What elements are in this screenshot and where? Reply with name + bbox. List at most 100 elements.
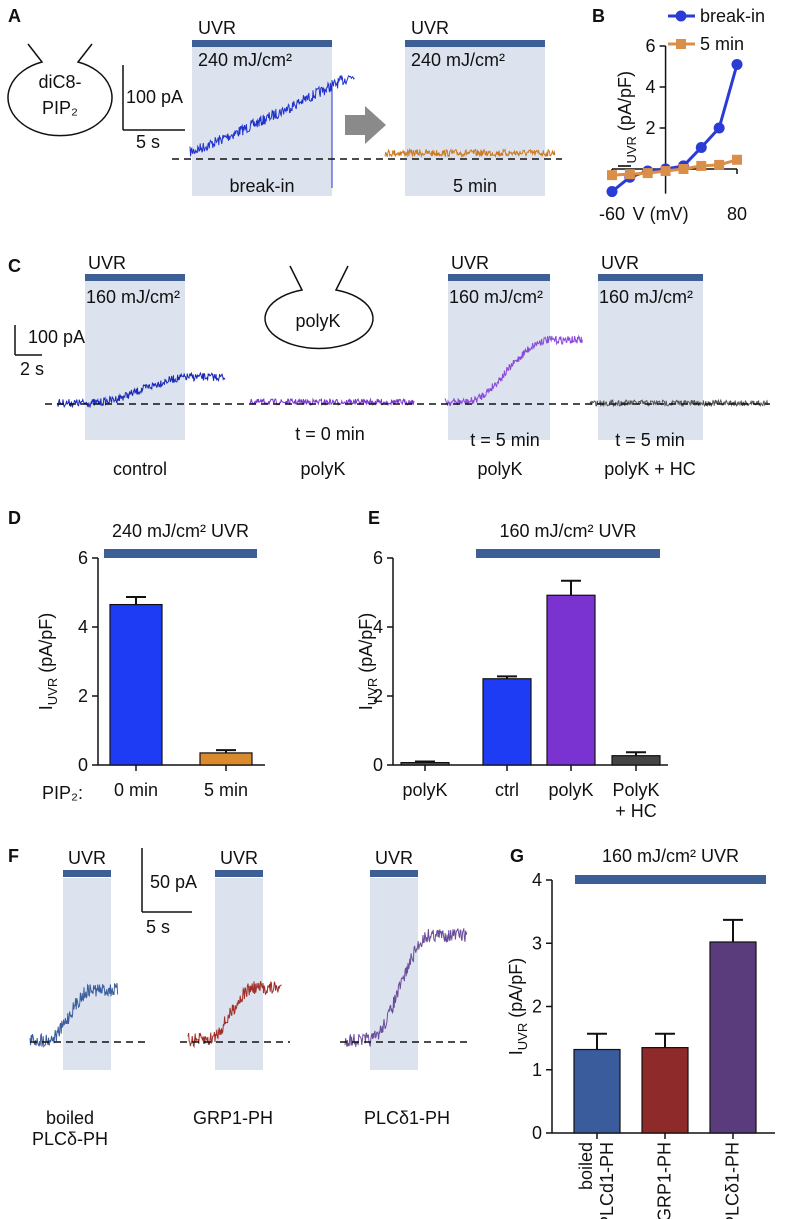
trace-label: 5 min (453, 176, 497, 196)
x-tick-label: polyK (402, 780, 448, 800)
panel-label: A (8, 6, 21, 26)
marker (695, 141, 707, 153)
current-trace (384, 147, 556, 159)
current-trace (29, 982, 119, 1049)
annotation: 160 mJ/cm² UVR (499, 521, 636, 541)
bar (400, 761, 450, 766)
trace-label: break-in (229, 176, 294, 196)
marker (660, 166, 671, 177)
current-trace (189, 74, 355, 157)
x-tick-label: 0 min (113, 780, 159, 800)
y-label-unit: (pA/pF) (615, 71, 635, 131)
uvr-bar (476, 549, 660, 558)
uvr-bar (448, 274, 550, 281)
y-tick-label: 2 (373, 686, 383, 706)
panel-label: B (592, 6, 605, 26)
y-tick-label: 0 (373, 755, 383, 775)
arrow (345, 106, 386, 144)
x-axis-label: PIP₂: (42, 783, 83, 803)
uvr-bar (598, 274, 703, 281)
x-tick-label: boiled PLCd1-PH (576, 1142, 617, 1219)
trace-label: GRP1-PH (192, 1108, 274, 1128)
x-tick-label: -60 (599, 204, 625, 224)
y-label-main: I (356, 705, 376, 710)
marker (731, 58, 743, 70)
marker (696, 160, 707, 171)
uvr-bar (405, 40, 545, 47)
bar (109, 603, 163, 766)
uvr-bar (215, 870, 263, 877)
bar (611, 755, 661, 766)
dose-label: 160 mJ/cm² (86, 287, 180, 307)
trace-label: polyK (477, 459, 522, 479)
pipette-label: diC8- (38, 72, 81, 92)
x-tick-label: polyK (548, 780, 594, 800)
y-tick-label: 2 (646, 118, 656, 138)
time-label: t = 5 min (470, 430, 540, 450)
marker (624, 169, 635, 180)
panel-label: D (8, 508, 21, 528)
bar (709, 941, 757, 1134)
trace-label: polyK + HC (604, 459, 696, 479)
y-label-unit: (pA/pF) (506, 958, 526, 1018)
y-tick-label: 4 (373, 617, 383, 637)
uvr-bar (192, 40, 332, 47)
dose-label: 160 mJ/cm² (449, 287, 543, 307)
marker (607, 170, 617, 181)
dose-label: 160 mJ/cm² (599, 287, 693, 307)
trace-label: PLCδ1-PH (363, 1108, 451, 1128)
y-axis-label: IUVR (pA/pF) (36, 613, 60, 710)
y-label-main: I (615, 164, 635, 169)
legend-label: break-in (700, 6, 765, 26)
current-trace (589, 398, 769, 408)
x-tick-label: 80 (727, 204, 747, 224)
cell (264, 265, 374, 350)
y-tick-label: 3 (532, 933, 542, 953)
x-tick-label: PLCδ1-PH (722, 1142, 743, 1219)
x-tick-label: ctrl (495, 780, 519, 800)
current-trace (187, 980, 282, 1049)
bar (573, 1048, 621, 1134)
scale-label: 50 pA (150, 872, 197, 892)
marker (678, 164, 689, 174)
y-tick-label: 4 (532, 870, 542, 890)
legend-marker (676, 39, 686, 49)
x-axis-label: V (mV) (633, 204, 689, 224)
uvr-window (215, 878, 263, 1070)
scale-label: 2 s (20, 359, 44, 379)
scale-label: 100 pA (28, 327, 85, 347)
stimulus-label: UVR (198, 18, 236, 38)
y-label-sub: UVR (515, 1023, 530, 1050)
y-label-unit: (pA/pF) (356, 613, 376, 673)
y-tick-label: 0 (78, 755, 88, 775)
stimulus-label: UVR (451, 253, 489, 273)
uvr-window (192, 46, 332, 196)
dose-label: 240 mJ/cm² (198, 50, 292, 70)
uvr-window (598, 280, 703, 440)
pipette-label: PIP₂ (42, 98, 78, 118)
trace-label: control (113, 459, 167, 479)
bar (482, 678, 532, 766)
bar (546, 594, 596, 766)
y-label-main: I (36, 705, 56, 710)
marker (713, 122, 725, 134)
y-label-main: I (506, 1050, 526, 1055)
uvr-bar (63, 870, 111, 877)
panel-label: C (8, 256, 21, 276)
annotation: 160 mJ/cm² UVR (602, 846, 739, 866)
scale-label: 100 pA (126, 87, 183, 107)
bar (199, 752, 253, 766)
bar (641, 1047, 689, 1134)
scale-label: 5 s (146, 917, 170, 937)
legend-marker (675, 10, 687, 22)
time-label: t = 5 min (615, 430, 685, 450)
uvr-bar (85, 274, 185, 281)
stimulus-label: UVR (220, 848, 258, 868)
panel-label: E (368, 508, 380, 528)
stimulus-label: UVR (88, 253, 126, 273)
y-axis-label: IUVR (pA/pF) (615, 71, 639, 168)
x-tick-label: PolyK + HC (612, 780, 660, 821)
time-label: t = 0 min (295, 424, 365, 444)
